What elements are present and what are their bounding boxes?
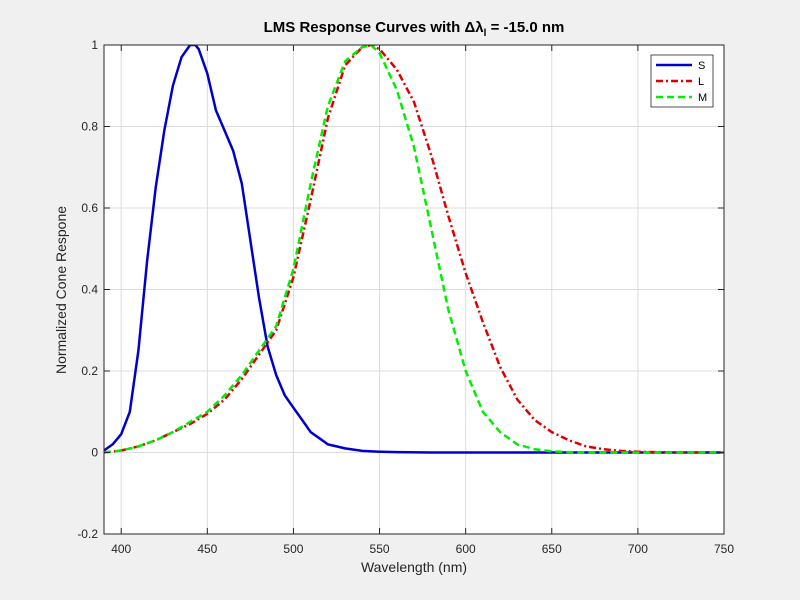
legend-label-s: S [698, 60, 705, 72]
x-tick-label: 450 [197, 542, 217, 556]
y-tick-label: 0.2 [81, 364, 98, 378]
ticks: 400 450 500 550 600 650 700 750 -0.2 0 0.2 0.4 0.6 0.… [77, 38, 734, 556]
x-tick-label: 600 [456, 542, 476, 556]
legend-label-l: L [698, 76, 704, 88]
x-tick-label: 550 [370, 542, 390, 556]
y-axis-label: Normalized Cone Respone [53, 206, 69, 374]
series-line-s [104, 45, 724, 454]
x-tick-label: 700 [628, 542, 648, 556]
x-tick-label: 400 [111, 542, 131, 556]
y-tick-label: 0.6 [81, 201, 98, 215]
y-tick-label: -0.2 [77, 527, 98, 541]
chart-title-main: LMS Response Curves with Δλ [264, 19, 485, 36]
chart-title-suffix: = -15.0 nm [486, 19, 564, 36]
x-axis-label: Wavelength (nm) [361, 559, 467, 575]
x-tick-label: 750 [714, 542, 734, 556]
x-tick-label: 500 [283, 542, 303, 556]
x-tick-label: 650 [542, 542, 562, 556]
series-layer [104, 45, 724, 454]
chart-title-subscript: l [484, 28, 487, 39]
y-tick-label: 1 [91, 38, 98, 52]
chart-title: LMS Response Curves with Δλl = -15.0 nm [264, 19, 565, 39]
y-tick-label: 0.4 [81, 283, 98, 297]
y-tick-label: 0.8 [81, 120, 98, 134]
legend: SLM [650, 54, 714, 108]
legend-label-m: M [698, 92, 707, 104]
series-line-m [104, 45, 724, 454]
y-tick-label: 0 [91, 446, 98, 460]
